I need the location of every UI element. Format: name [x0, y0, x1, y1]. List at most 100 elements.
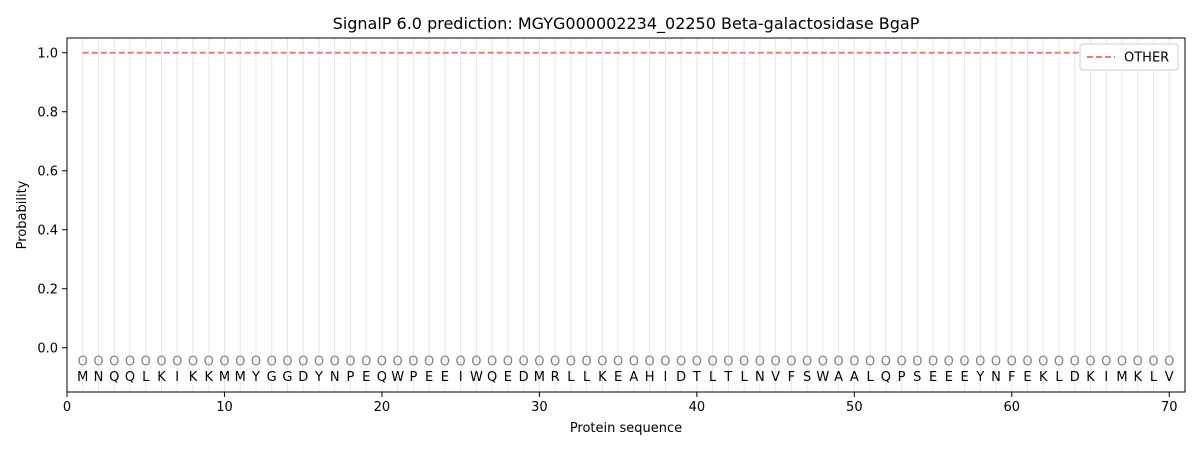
residue-letter: E: [504, 370, 512, 385]
residue-letter: L: [1150, 370, 1158, 385]
residue-label-marker: O: [235, 355, 245, 370]
residue-label-marker: O: [896, 355, 906, 370]
residue-label-marker: O: [1038, 355, 1048, 370]
residue-letter: L: [142, 370, 150, 385]
residue-letter: I: [175, 370, 179, 385]
residue-letter: E: [441, 370, 449, 385]
residue-label-marker: O: [298, 355, 308, 370]
residue-letter: D: [519, 370, 529, 385]
residue-letter: P: [347, 370, 355, 385]
residue-label-marker: O: [534, 355, 544, 370]
residue-letter: N: [991, 370, 1001, 385]
residue-letter: L: [567, 370, 575, 385]
residue-label-marker: O: [519, 355, 529, 370]
residue-label-marker: O: [456, 355, 466, 370]
y-axis-label: Probability: [15, 180, 30, 249]
residue-label-marker: O: [629, 355, 639, 370]
residue-letter: M: [534, 370, 545, 385]
residue-label-marker: O: [440, 355, 450, 370]
residue-letter: E: [614, 370, 622, 385]
residue-letter: K: [1086, 370, 1095, 385]
residue-label-marker: O: [865, 355, 875, 370]
residue-label-marker: O: [1101, 355, 1111, 370]
legend: OTHER: [1079, 43, 1179, 71]
residue-letter: M: [1116, 370, 1127, 385]
residue-label-marker: O: [912, 355, 922, 370]
residue-label-marker: O: [503, 355, 513, 370]
residue-letter: I: [1104, 370, 1108, 385]
residue-label-marker: O: [204, 355, 214, 370]
residue-label-marker: O: [660, 355, 670, 370]
residue-letter: A: [834, 370, 843, 385]
residue-letter: D: [676, 370, 686, 385]
residue-letter: L: [1055, 370, 1063, 385]
residue-letter: E: [945, 370, 953, 385]
residue-letter: M: [235, 370, 246, 385]
residue-label-marker: O: [1022, 355, 1032, 370]
residue-letter: I: [663, 370, 667, 385]
residue-label-marker: O: [739, 355, 749, 370]
residue-letter: T: [723, 370, 732, 385]
residue-letter: E: [362, 370, 370, 385]
residue-letter: K: [204, 370, 213, 385]
residue-letter: Y: [975, 370, 984, 385]
residue-label-marker: O: [93, 355, 103, 370]
residue-letter: V: [1165, 370, 1174, 385]
residue-letter: F: [788, 370, 795, 385]
residue-letter: S: [913, 370, 921, 385]
residue-label-marker: O: [723, 355, 733, 370]
residue-label-marker: O: [267, 355, 277, 370]
residue-label-marker: O: [141, 355, 151, 370]
y-tick-label: 1.0: [37, 46, 58, 61]
residue-label-marker: O: [188, 355, 198, 370]
residue-label-marker: O: [818, 355, 828, 370]
residue-label-marker: O: [1054, 355, 1064, 370]
residue-letter: Q: [109, 370, 119, 385]
residue-label-marker: O: [645, 355, 655, 370]
residue-letter: K: [157, 370, 166, 385]
residue-label-marker: O: [424, 355, 434, 370]
residue-letter: P: [410, 370, 418, 385]
residue-label-marker: O: [597, 355, 607, 370]
residue-label-marker: O: [330, 355, 340, 370]
residue-letter: G: [267, 370, 277, 385]
residue-label-marker: O: [487, 355, 497, 370]
residue-letter: W: [470, 370, 483, 385]
residue-letter: Q: [377, 370, 387, 385]
y-tick-label: 0.4: [37, 223, 58, 238]
chart-title: SignalP 6.0 prediction: MGYG000002234_02…: [333, 14, 920, 34]
residue-label-marker: O: [582, 355, 592, 370]
residue-letter: N: [330, 370, 340, 385]
residue-label-marker: O: [1148, 355, 1158, 370]
residue-label-marker: O: [755, 355, 765, 370]
residue-label-marker: O: [959, 355, 969, 370]
residue-label-marker: O: [408, 355, 418, 370]
residue-label-marker: O: [1117, 355, 1127, 370]
y-tick-label: 0.6: [37, 164, 58, 179]
residue-letter: K: [189, 370, 198, 385]
residue-label-marker: O: [377, 355, 387, 370]
residue-letter: N: [94, 370, 104, 385]
residue-letter: M: [77, 370, 88, 385]
residue-label-marker: O: [282, 355, 292, 370]
residue-label-marker: O: [849, 355, 859, 370]
y-tick-label: 0.8: [37, 105, 58, 120]
residue-letter: T: [692, 370, 701, 385]
residue-letter: E: [425, 370, 433, 385]
residue-letter: F: [1008, 370, 1015, 385]
residue-letter: H: [645, 370, 655, 385]
residue-letter: I: [459, 370, 463, 385]
residue-letter: P: [898, 370, 906, 385]
residue-label-marker: O: [125, 355, 135, 370]
residue-letter: K: [1039, 370, 1048, 385]
residue-label-marker: O: [345, 355, 355, 370]
legend-label-other: OTHER: [1124, 51, 1169, 66]
residue-letter: D: [1070, 370, 1080, 385]
residue-letter: Y: [251, 370, 260, 385]
residue-letter: Q: [881, 370, 891, 385]
x-tick-label: 30: [531, 400, 548, 415]
residue-label-marker: O: [786, 355, 796, 370]
